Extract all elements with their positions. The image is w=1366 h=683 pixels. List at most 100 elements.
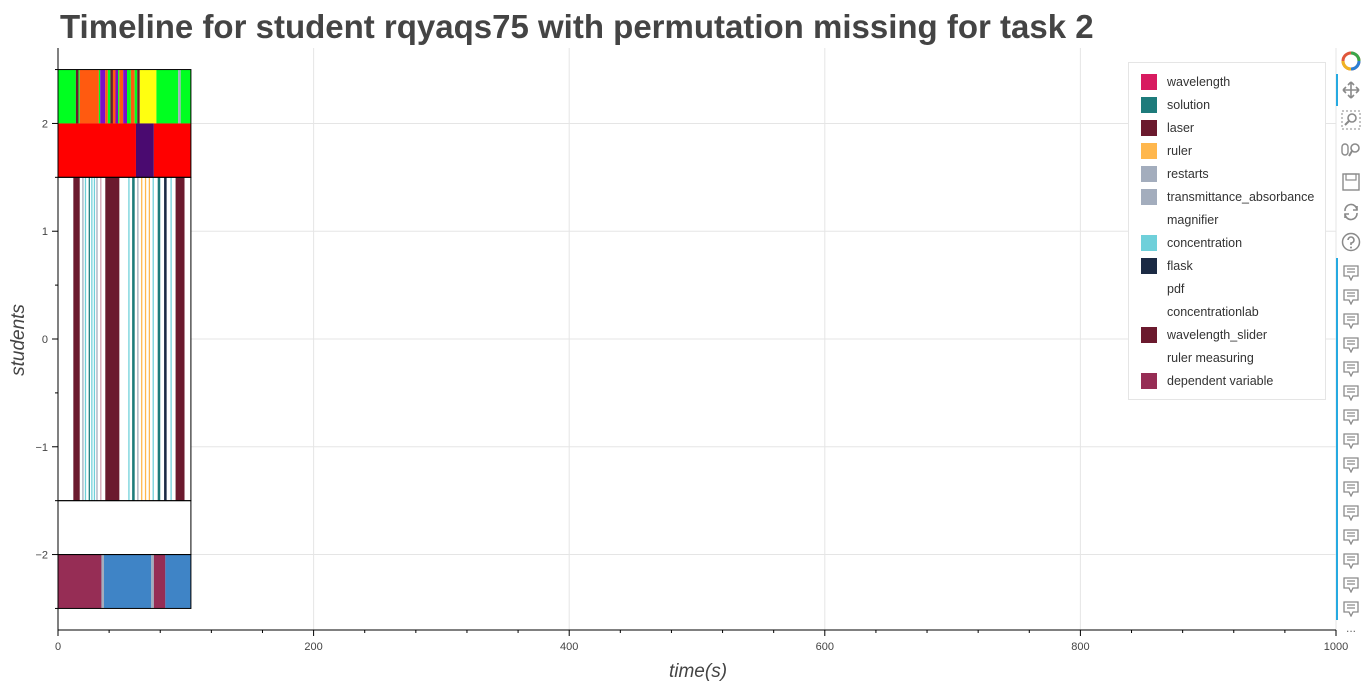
save-icon[interactable] [1339,170,1363,194]
legend-label: ruler [1167,143,1193,158]
timeline-segment-row-0 [58,69,76,124]
x-tick-label: 600 [816,641,834,653]
timeline-segment-row-2 [93,177,96,501]
x-tick-label: 200 [304,641,322,653]
timeline-segment-row-2 [73,177,80,501]
wheel-zoom-icon[interactable] [1339,138,1363,162]
timeline-segment-row-2 [137,177,139,501]
hover-tool-icon[interactable] [1339,525,1363,549]
timeline-segment-row-0 [100,69,106,124]
timeline-segment-row-0 [134,69,138,124]
legend-swatch [1141,372,1157,389]
box-zoom-icon[interactable] [1339,108,1363,132]
hover-tool-icon[interactable] [1339,309,1363,333]
bokeh-logo-icon[interactable] [1339,49,1363,73]
legend-swatch [1141,119,1157,136]
chart-title: Timeline for student rqyaqs75 with permu… [60,8,1094,45]
timeline-segment-row-0 [118,69,120,124]
legend: wavelength solution laser ruler restarts tran… [1128,62,1326,400]
timeline-segment-row-3 [151,554,154,609]
timeline-segment-row-0 [123,69,128,124]
legend-item[interactable]: wavelength [1129,70,1325,93]
timeline-segment-row-0 [139,69,157,124]
legend-label: magnifier [1167,212,1219,227]
legend-label: pdf [1167,281,1185,296]
hover-tool-icon[interactable] [1339,549,1363,573]
timeline-segment-row-3 [153,554,166,609]
timeline-segment-row-2 [100,177,102,501]
timeline-segment-row-3 [58,554,102,609]
timeline-segment-row-0 [178,69,181,124]
timeline-segments [57,69,192,609]
hover-tool-icon[interactable] [1339,453,1363,477]
legend-item[interactable]: concentration [1129,231,1325,254]
legend-swatch [1141,234,1157,251]
legend-label: restarts [1167,166,1209,181]
legend-item[interactable]: transmittance_absorbance [1129,185,1325,208]
hover-tool-icon[interactable] [1339,597,1363,621]
timeline-segment-row-0 [78,69,80,124]
timeline-segment-row-0 [98,69,101,124]
legend-item[interactable]: flask [1129,254,1325,277]
legend-swatch [1141,326,1157,343]
legend-swatch [1141,188,1157,205]
empty-row-block [58,500,191,555]
help-icon[interactable] [1339,230,1363,254]
legend-item[interactable]: restarts [1129,162,1325,185]
legend-item[interactable]: solution [1129,93,1325,116]
hover-tool-icon[interactable] [1339,261,1363,285]
timeline-segment-row-0 [105,69,108,124]
timeline-segment-row-0 [107,69,111,124]
timeline-segment-row-2 [144,177,147,501]
more-tools-icon[interactable]: ... [1345,621,1356,635]
timeline-segment-row-1 [135,123,154,178]
reset-icon[interactable] [1339,200,1363,224]
hover-tool-icon[interactable] [1339,573,1363,597]
legend-item[interactable]: dependent variable [1129,369,1325,392]
hover-tool-icon[interactable] [1339,429,1363,453]
legend-swatch [1141,165,1157,182]
x-tick-label: 0 [55,641,61,653]
hover-tool-icon[interactable] [1339,357,1363,381]
timeline-segment-row-0 [130,69,135,124]
legend-swatch [1141,280,1157,297]
legend-item[interactable]: pdf [1129,277,1325,300]
active-tool-indicator [1336,74,1338,106]
timeline-segment-row-2 [88,177,90,501]
timeline-segment-row-2 [152,177,154,501]
active-tool-indicator [1336,258,1338,620]
timeline-segment-row-2 [84,177,87,501]
legend-swatch [1141,73,1157,90]
legend-item[interactable]: concentrationlab [1129,300,1325,323]
timeline-segment-row-0 [127,69,131,124]
white-blocks [58,177,191,555]
legend-item[interactable]: wavelength_slider [1129,323,1325,346]
timeline-segment-row-0 [156,69,179,124]
timeline-segment-row-2 [105,177,120,501]
timeline-segment-row-3 [101,554,105,609]
y-tick-label: 1 [42,226,48,238]
timeline-segment-row-0 [79,69,99,124]
legend-swatch [1141,142,1157,159]
hover-tool-icon[interactable] [1339,333,1363,357]
legend-label: dependent variable [1167,373,1274,388]
timeline-segment-row-2 [96,177,98,501]
axes: 0 200 400 600 800 1000 −2 −1 0 1 2 [35,48,1348,653]
legend-label: transmittance_absorbance [1167,189,1315,204]
pan-icon[interactable] [1339,78,1363,102]
timeline-segment-row-0 [137,69,140,124]
y-axis-title: students [8,304,29,376]
legend-item[interactable]: laser [1129,116,1325,139]
timeline-segment-row-2 [82,177,84,501]
hover-tool-icon[interactable] [1339,501,1363,525]
hover-tool-icon[interactable] [1339,381,1363,405]
hover-tool-icon[interactable] [1339,285,1363,309]
legend-item[interactable]: ruler measuring [1129,346,1325,369]
timeline-segment-row-2 [128,177,130,501]
hover-tool-icon[interactable] [1339,477,1363,501]
legend-label: ruler measuring [1167,350,1254,365]
legend-item[interactable]: ruler [1129,139,1325,162]
hover-tool-icon[interactable] [1339,405,1363,429]
legend-item[interactable]: magnifier [1129,208,1325,231]
